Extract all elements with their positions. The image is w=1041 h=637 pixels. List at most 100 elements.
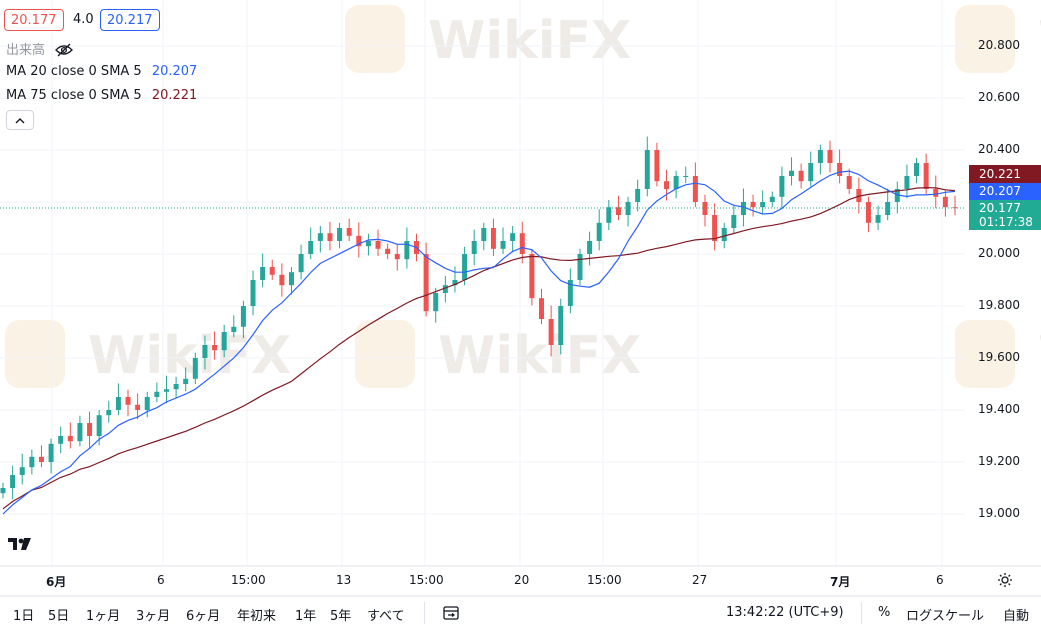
candle-body <box>914 163 920 176</box>
candle-body <box>0 488 6 494</box>
ma20-line <box>2 170 956 515</box>
ma20-row[interactable]: MA 20 close 0 SMA 5 20.207 <box>6 64 197 79</box>
percent-toggle[interactable]: % <box>878 605 891 620</box>
candle-body <box>212 345 218 351</box>
ma75-row[interactable]: MA 75 close 0 SMA 5 20.221 <box>6 88 197 103</box>
candle-body <box>96 415 102 436</box>
range-all[interactable]: すべて <box>367 609 405 624</box>
current-price-value: 20.177 <box>979 201 1021 215</box>
candle-body <box>817 150 823 163</box>
candle-body <box>683 176 689 177</box>
collapse-legend-button[interactable] <box>6 110 34 130</box>
candle-body <box>173 384 179 390</box>
watermark-logo <box>955 5 1015 73</box>
chart-area[interactable]: WikiFX WikiFX WikiFX WikiFX WikiFX <box>0 0 1041 597</box>
price-tick-label: 19.000 <box>978 506 1020 520</box>
time-tick-label: 20 <box>514 573 530 587</box>
candle-body <box>423 254 429 312</box>
candle-body <box>327 233 333 241</box>
candle-body <box>856 189 862 202</box>
candle-body <box>77 423 83 442</box>
volume-label: 出来高 <box>6 43 46 58</box>
candle-body <box>721 228 727 241</box>
candle-body <box>67 436 73 442</box>
candle-body <box>846 176 852 189</box>
candle-body <box>904 176 910 189</box>
candle-body <box>298 254 304 273</box>
candle-body <box>154 391 160 397</box>
candle-body <box>308 241 314 254</box>
log-scale-toggle[interactable]: ログスケール <box>906 609 985 624</box>
price-tick-label: 20.800 <box>978 38 1020 52</box>
candle-body <box>548 319 554 345</box>
candle-body <box>269 267 275 275</box>
candle-body <box>596 222 602 241</box>
clock-readout[interactable]: 13:42:22 (UTC+9) <box>726 605 844 620</box>
watermark-logo <box>5 320 65 388</box>
eye-off-icon[interactable] <box>55 43 74 61</box>
ma75-label: MA 75 close 0 SMA 5 <box>6 88 142 103</box>
candle-body <box>135 404 141 410</box>
candle-body <box>760 202 766 208</box>
candle-body <box>183 378 189 384</box>
gear-icon[interactable] <box>997 572 1013 592</box>
candle-body <box>260 267 266 280</box>
candle-body <box>731 215 737 228</box>
candle-body <box>250 280 256 306</box>
ma20-price-tag: 20.207 <box>969 183 1041 200</box>
candle-body <box>865 202 871 223</box>
candle-body <box>125 397 131 405</box>
price-tick-label: 19.200 <box>978 454 1020 468</box>
range-3m[interactable]: 3ヶ月 <box>136 609 171 624</box>
candle-body <box>567 280 573 306</box>
ma75-value: 20.221 <box>151 88 198 103</box>
range-1y[interactable]: 1年 <box>295 609 317 624</box>
price-open-box: 20.177 <box>4 9 64 31</box>
price-close-box: 20.217 <box>100 9 160 31</box>
candle-body <box>490 228 496 249</box>
candle-body <box>240 306 246 327</box>
candle-body <box>933 189 939 197</box>
candle-body <box>712 215 718 241</box>
candle-body <box>625 202 631 215</box>
candle-body <box>837 163 843 176</box>
range-5d[interactable]: 5日 <box>48 609 70 624</box>
range-1d[interactable]: 1日 <box>13 609 35 624</box>
range-6m[interactable]: 6ヶ月 <box>186 609 221 624</box>
time-tick-label: 6 <box>936 573 944 587</box>
auto-scale-toggle[interactable]: 自動 <box>1003 609 1030 624</box>
candle-body <box>875 215 881 223</box>
candle-body <box>346 228 352 236</box>
candle-body <box>481 228 487 241</box>
current-price-tag: 20.177 01:17:38 <box>969 200 1041 230</box>
candle-body <box>827 150 833 163</box>
range-5y[interactable]: 5年 <box>330 609 352 624</box>
date-range-icon[interactable] <box>442 604 460 626</box>
candle-body <box>942 196 948 208</box>
candle-body <box>365 241 371 247</box>
tradingview-logo[interactable] <box>6 535 34 557</box>
candle-body <box>606 207 612 223</box>
candle-body <box>385 248 391 254</box>
candle-body <box>29 456 35 468</box>
range-1m[interactable]: 1ヶ月 <box>86 609 121 624</box>
range-ytd[interactable]: 年初来 <box>237 609 277 624</box>
candle-body <box>433 293 439 312</box>
watermark-text: WikiFX <box>88 326 291 386</box>
candle-body <box>808 163 814 182</box>
spread-value: 4.0 <box>73 12 94 27</box>
price-tick-label: 19.400 <box>978 402 1020 416</box>
candle-body <box>58 436 64 444</box>
candle-body <box>115 397 121 410</box>
candle-body <box>510 233 516 241</box>
candle-body <box>539 298 545 319</box>
candle-body <box>288 272 294 286</box>
candle-body <box>87 423 93 436</box>
time-tick-label: 13 <box>336 573 352 587</box>
watermark-logo <box>955 320 1015 388</box>
candle-body <box>394 254 400 260</box>
candle-body <box>19 467 25 475</box>
candle-body <box>404 241 410 260</box>
price-tick-label: 20.400 <box>978 142 1020 156</box>
candle-body <box>789 170 795 176</box>
